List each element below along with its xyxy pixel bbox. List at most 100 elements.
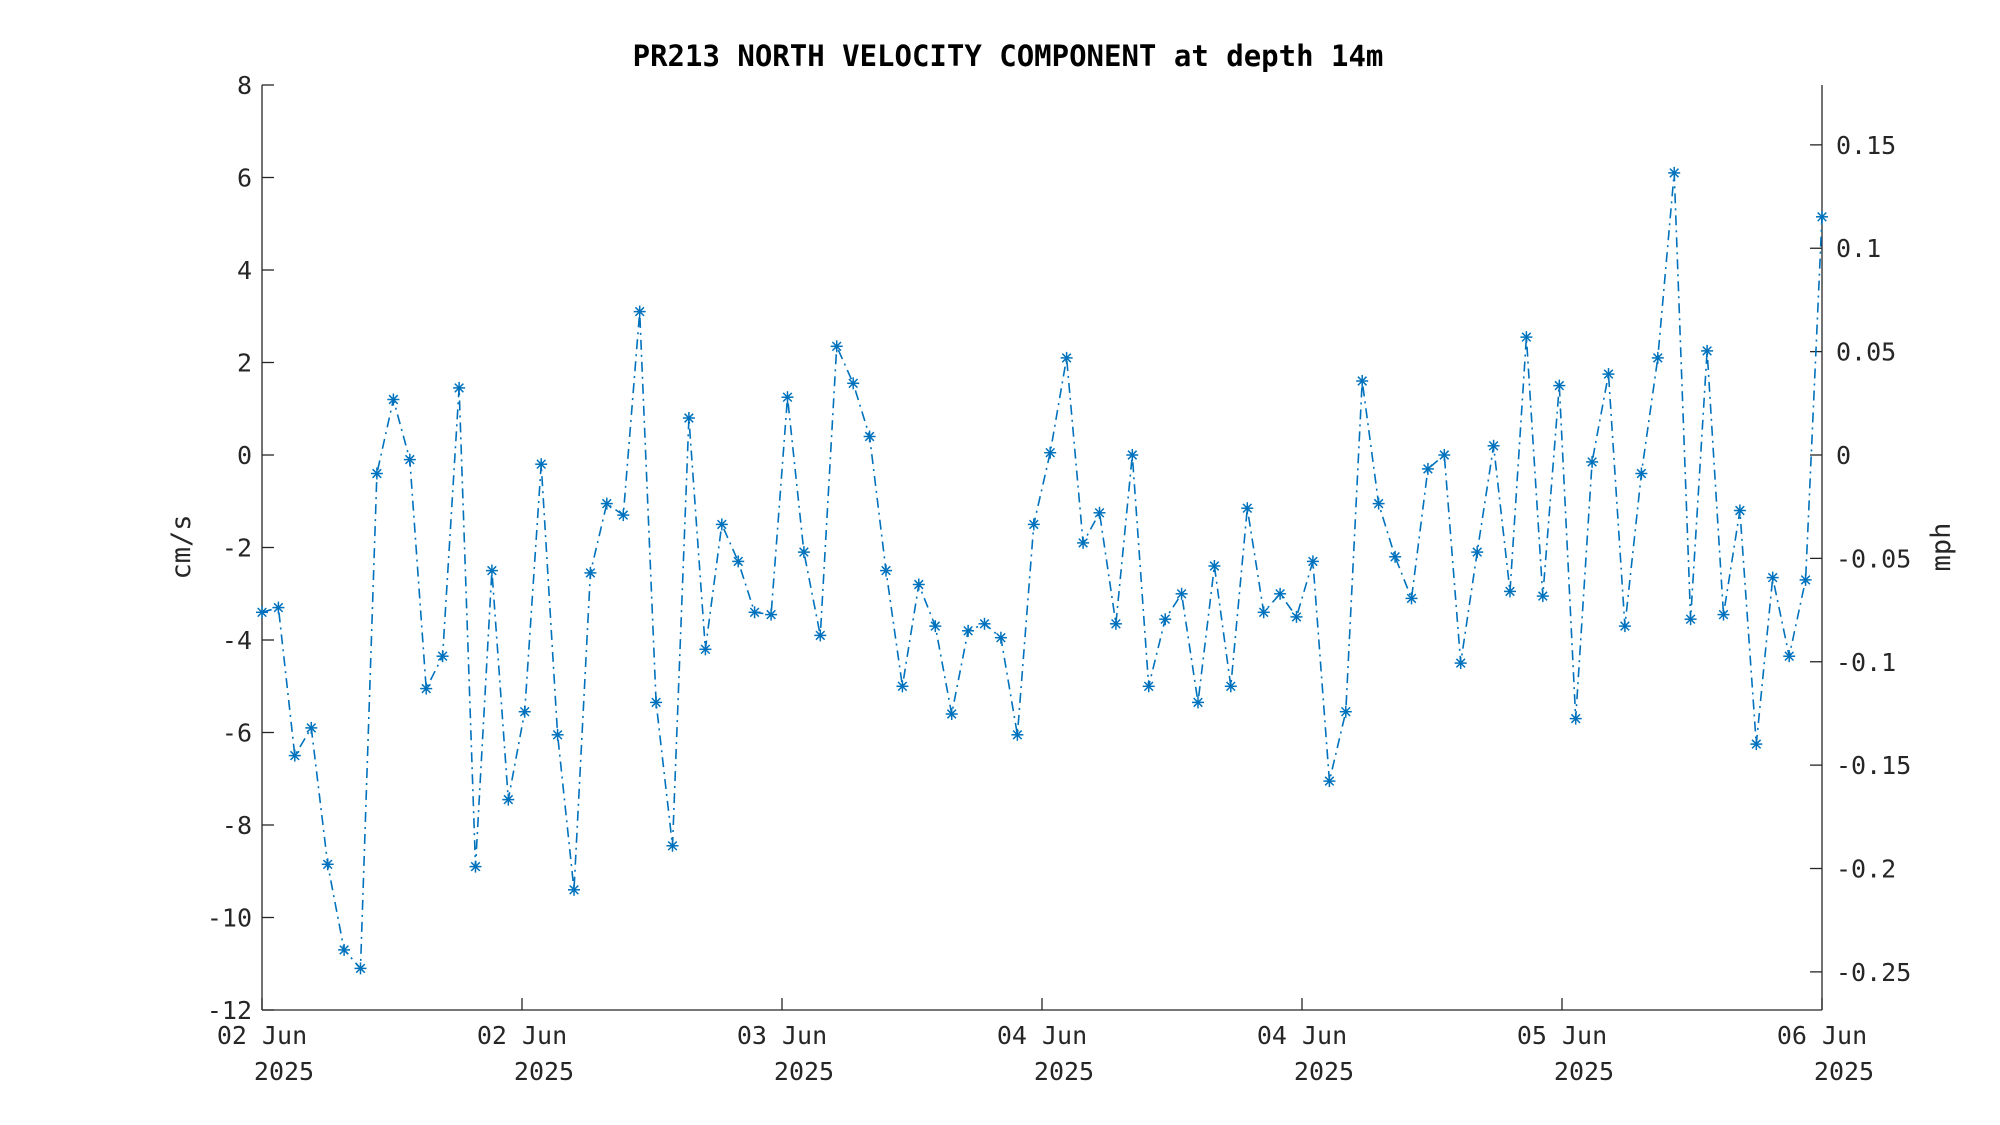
data-point bbox=[1372, 497, 1385, 510]
data-point bbox=[453, 381, 466, 394]
left-y-axis: -12 -10 -8 -6 -4 -2 0 2 4 6 8 cm/s bbox=[166, 71, 274, 1025]
data-point bbox=[765, 608, 778, 621]
data-point bbox=[880, 564, 892, 577]
data-point bbox=[1306, 555, 1319, 568]
data-point bbox=[1192, 696, 1204, 709]
y-tick-label: 8 bbox=[237, 71, 252, 100]
right-y-axis: 0.15 0.1 0.05 0 -0.05 -0.1 -0.15 -0.2 -0.25 mph bbox=[1810, 85, 1957, 1010]
y-tick-label: -12 bbox=[207, 996, 252, 1025]
x-tick-label-year: 2025 bbox=[254, 1057, 314, 1086]
right-y-tick-label: -0.15 bbox=[1836, 751, 1911, 780]
data-point bbox=[420, 682, 433, 695]
data-point bbox=[1109, 617, 1122, 630]
right-y-tick-label: -0.1 bbox=[1836, 648, 1896, 677]
right-y-ticks: 0.15 0.1 0.05 0 -0.05 -0.1 -0.15 -0.2 -0.25 bbox=[1810, 131, 1911, 987]
data-point bbox=[748, 606, 761, 619]
data-point bbox=[945, 708, 958, 720]
data-point bbox=[1077, 536, 1090, 549]
plot-area bbox=[256, 166, 1828, 975]
data-point bbox=[600, 497, 613, 510]
data-point bbox=[568, 883, 580, 896]
data-point bbox=[929, 620, 942, 633]
x-tick-label-year: 2025 bbox=[1034, 1057, 1094, 1086]
data-point bbox=[338, 943, 351, 956]
right-y-tick-label: -0.05 bbox=[1836, 544, 1911, 573]
data-point bbox=[1553, 379, 1566, 392]
data-point bbox=[1257, 606, 1270, 619]
data-point bbox=[535, 458, 548, 471]
x-tick-label-day: 04 Jun bbox=[997, 1021, 1087, 1050]
y-tick-label: 6 bbox=[237, 164, 252, 193]
data-point bbox=[1339, 705, 1352, 718]
data-point bbox=[978, 617, 991, 630]
data-point bbox=[288, 749, 301, 762]
x-tick-label-year: 2025 bbox=[1554, 1057, 1614, 1086]
right-y-tick-label: 0 bbox=[1836, 441, 1851, 470]
data-point bbox=[1126, 449, 1139, 461]
data-point bbox=[1224, 680, 1237, 693]
data-point bbox=[1093, 506, 1106, 519]
data-point bbox=[994, 631, 1007, 644]
data-point bbox=[1471, 546, 1484, 559]
data-point bbox=[354, 962, 367, 975]
data-point bbox=[797, 546, 810, 559]
data-point bbox=[962, 624, 975, 637]
data-point bbox=[485, 564, 498, 577]
y-tick-label: -8 bbox=[222, 811, 252, 840]
data-point bbox=[321, 858, 334, 871]
data-point bbox=[1438, 449, 1451, 461]
data-point bbox=[1487, 439, 1500, 452]
right-y-tick-label: -0.25 bbox=[1836, 958, 1911, 987]
data-point bbox=[1159, 613, 1172, 626]
data-point bbox=[370, 467, 383, 480]
data-point bbox=[863, 430, 876, 443]
x-tick-label-day: 04 Jun bbox=[1257, 1021, 1347, 1050]
y-tick-label: 0 bbox=[237, 441, 252, 470]
x-ticks: 02 Jun 2025 02 Jun 2025 03 Jun 2025 04 Jun 2025… bbox=[217, 998, 1874, 1086]
y-tick-label: -6 bbox=[222, 719, 252, 748]
x-tick-label-year: 2025 bbox=[514, 1057, 574, 1086]
data-point bbox=[650, 696, 663, 709]
data-point bbox=[1454, 657, 1467, 670]
right-y-axis-label: mph bbox=[1926, 523, 1957, 572]
data-point bbox=[1241, 502, 1254, 515]
data-point bbox=[305, 721, 318, 734]
data-point bbox=[1618, 620, 1631, 633]
data-point bbox=[436, 650, 449, 663]
data-point bbox=[584, 566, 597, 579]
data-point bbox=[1405, 592, 1418, 605]
left-y-ticks: -12 -10 -8 -6 -4 -2 0 2 4 6 8 bbox=[207, 71, 274, 1025]
data-point bbox=[1208, 560, 1221, 572]
data-point bbox=[666, 839, 679, 852]
data-point bbox=[896, 680, 909, 693]
data-point bbox=[1799, 573, 1812, 586]
data-point bbox=[1717, 608, 1730, 621]
data-point bbox=[1586, 455, 1599, 468]
x-axis: 02 Jun 2025 02 Jun 2025 03 Jun 2025 04 Jun 2025… bbox=[217, 998, 1874, 1086]
y-tick-label: 4 bbox=[237, 256, 252, 285]
data-point bbox=[814, 629, 827, 642]
data-point bbox=[272, 601, 285, 614]
data-point bbox=[781, 391, 794, 404]
data-point bbox=[699, 643, 712, 656]
y-tick-label: 2 bbox=[237, 349, 252, 378]
left-y-axis-label: cm/s bbox=[166, 514, 197, 579]
data-point bbox=[1602, 368, 1615, 381]
y-tick-label: -4 bbox=[222, 626, 252, 655]
x-tick-label-day: 06 Jun bbox=[1777, 1021, 1867, 1050]
data-point bbox=[847, 377, 860, 390]
data-point bbox=[1651, 351, 1664, 364]
data-point bbox=[633, 305, 646, 318]
data-point bbox=[1175, 587, 1188, 600]
data-point bbox=[469, 860, 482, 873]
data-point bbox=[403, 453, 416, 466]
chart-title: PR213 NORTH VELOCITY COMPONENT at depth … bbox=[633, 39, 1384, 73]
right-y-tick-label: 0.1 bbox=[1836, 234, 1881, 263]
y-tick-label: -2 bbox=[222, 534, 252, 563]
data-point bbox=[1701, 344, 1714, 357]
data-point bbox=[1323, 775, 1336, 788]
data-point bbox=[1011, 728, 1024, 741]
data-point bbox=[1569, 712, 1582, 725]
data-point bbox=[1356, 375, 1369, 387]
